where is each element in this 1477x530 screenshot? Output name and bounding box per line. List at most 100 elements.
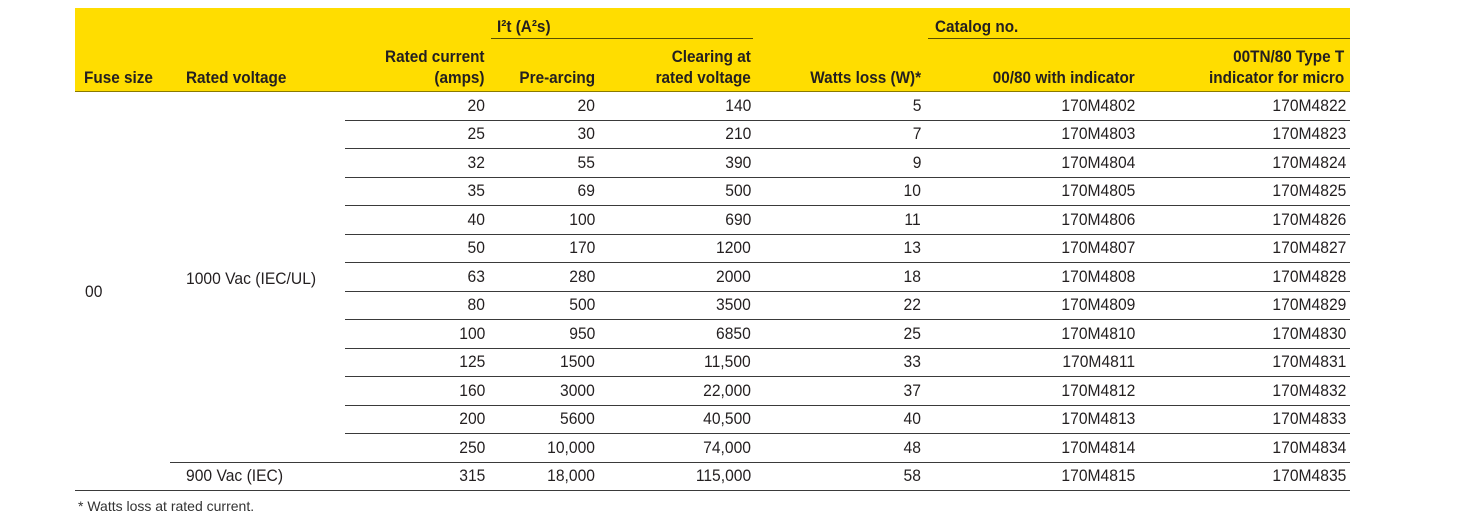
- catalog-indicator-cell: 170M4812: [1061, 380, 1135, 400]
- table-header: [75, 8, 1350, 92]
- catalog-micro-cell: 170M4832: [1272, 380, 1346, 400]
- header-rated-voltage: Rated voltage: [186, 68, 287, 87]
- catalog-indicator-cell: 170M4807: [1061, 238, 1135, 257]
- catalog-indicator-cell: 170M4814: [1061, 437, 1135, 457]
- clearing-cell: 1200: [716, 238, 751, 257]
- rated-current-cell: 200: [458, 409, 485, 428]
- pre-arcing-cell: 170: [568, 238, 595, 257]
- rated-current-cell: 100: [458, 323, 485, 343]
- rated-current-cell: 160: [458, 380, 485, 400]
- watts-loss-cell: 22: [903, 295, 921, 314]
- row-divider: [345, 234, 1350, 235]
- catalog-micro-cell: 170M4829: [1272, 295, 1346, 314]
- row-divider: [345, 291, 1350, 292]
- catalog-indicator-cell: 170M4813: [1061, 409, 1135, 428]
- rated-current-cell: 35: [467, 181, 485, 200]
- watts-loss-cell: 33: [903, 352, 921, 371]
- catalog-indicator-cell: 170M4802: [1061, 95, 1135, 115]
- row-divider: [75, 490, 1350, 491]
- row-divider: [170, 462, 1350, 463]
- watts-loss-cell: 10: [903, 181, 921, 200]
- rated-voltage-cell: 900 Vac (IEC): [186, 466, 284, 485]
- pre-arcing-cell: 30: [577, 124, 595, 143]
- catalog-indicator-cell: 170M4815: [1061, 466, 1135, 485]
- rated-voltage-cell: 1000 Vac (IEC/UL): [186, 269, 317, 288]
- catalog-indicator-cell: 170M4803: [1061, 124, 1135, 143]
- catalog-micro-cell: 170M4831: [1272, 352, 1346, 371]
- row-divider: [345, 148, 1350, 149]
- pre-arcing-cell: 1500: [560, 352, 595, 371]
- catalog-micro-cell: 170M4822: [1272, 95, 1346, 115]
- row-divider: [345, 262, 1350, 263]
- catalog-micro-cell: 170M4833: [1272, 409, 1346, 428]
- i2t-group-rule: [491, 38, 753, 39]
- header-rated-current: Rated current (amps): [385, 47, 485, 87]
- watts-loss-cell: 18: [903, 266, 921, 286]
- watts-loss-cell: 25: [903, 323, 921, 343]
- catalog-micro-cell: 170M4834: [1272, 437, 1346, 457]
- row-divider: [345, 348, 1350, 349]
- rated-current-cell: 315: [458, 466, 485, 485]
- header-catalog-indicator: 00/80 with indicator: [993, 68, 1135, 87]
- header-catalog-group: Catalog no.: [935, 17, 1019, 36]
- clearing-cell: 40,500: [703, 409, 751, 428]
- rated-current-cell: 40: [467, 209, 485, 229]
- rated-current-cell: 63: [467, 266, 485, 286]
- clearing-cell: 74,000: [703, 437, 751, 457]
- rated-current-cell: 25: [467, 124, 485, 143]
- watts-loss-cell: 40: [903, 409, 921, 428]
- row-divider: [345, 376, 1350, 377]
- clearing-cell: 11,500: [704, 352, 751, 371]
- catalog-micro-cell: 170M4826: [1272, 209, 1346, 229]
- watts-loss-cell: 7: [912, 124, 921, 143]
- catalog-micro-cell: 170M4823: [1272, 124, 1346, 143]
- clearing-cell: 690: [724, 209, 751, 229]
- header-fuse-size: Fuse size: [84, 68, 153, 87]
- catalog-micro-cell: 170M4827: [1272, 238, 1346, 257]
- clearing-cell: 3500: [716, 295, 751, 314]
- watts-loss-cell: 48: [903, 437, 921, 457]
- rated-current-cell: 125: [458, 352, 485, 371]
- header-clearing: Clearing at rated voltage: [655, 47, 751, 87]
- catalog-indicator-cell: 170M4805: [1061, 181, 1135, 200]
- footnote: * Watts loss at rated current.: [78, 498, 255, 514]
- clearing-cell: 140: [724, 95, 751, 115]
- pre-arcing-cell: 20: [577, 95, 595, 115]
- row-divider: [345, 433, 1350, 434]
- pre-arcing-cell: 18,000: [547, 466, 595, 485]
- clearing-cell: 210: [724, 124, 751, 143]
- watts-loss-cell: 37: [903, 380, 921, 400]
- catalog-indicator-cell: 170M4810: [1061, 323, 1135, 343]
- clearing-cell: 390: [724, 152, 751, 172]
- rated-current-cell: 20: [467, 95, 485, 115]
- pre-arcing-cell: 10,000: [547, 437, 595, 457]
- row-divider: [345, 405, 1350, 406]
- header-watts-loss: Watts loss (W)*: [810, 68, 921, 87]
- pre-arcing-cell: 55: [577, 152, 595, 172]
- catalog-micro-cell: 170M4830: [1272, 323, 1346, 343]
- catalog-group-rule: [928, 38, 1350, 39]
- catalog-micro-cell: 170M4825: [1272, 181, 1346, 200]
- catalog-indicator-cell: 170M4809: [1061, 295, 1135, 314]
- catalog-micro-cell: 170M4828: [1272, 266, 1346, 286]
- pre-arcing-cell: 100: [568, 209, 595, 229]
- pre-arcing-cell: 69: [577, 181, 595, 200]
- pre-arcing-cell: 280: [568, 266, 595, 286]
- row-divider: [345, 205, 1350, 206]
- clearing-cell: 500: [724, 181, 751, 200]
- pre-arcing-cell: 5600: [560, 409, 595, 428]
- fuse-size-cell: 00: [85, 282, 103, 301]
- catalog-micro-cell: 170M4824: [1272, 152, 1346, 172]
- row-divider: [345, 177, 1350, 178]
- rated-current-cell: 80: [467, 295, 485, 314]
- rated-current-cell: 32: [467, 152, 485, 172]
- pre-arcing-cell: 950: [568, 323, 595, 343]
- catalog-indicator-cell: 170M4806: [1061, 209, 1135, 229]
- catalog-indicator-cell: 170M4804: [1061, 152, 1135, 172]
- watts-loss-cell: 11: [904, 209, 921, 229]
- pre-arcing-cell: 3000: [560, 380, 595, 400]
- watts-loss-cell: 13: [903, 238, 921, 257]
- catalog-micro-cell: 170M4835: [1272, 466, 1346, 485]
- catalog-indicator-cell: 170M4808: [1061, 266, 1135, 286]
